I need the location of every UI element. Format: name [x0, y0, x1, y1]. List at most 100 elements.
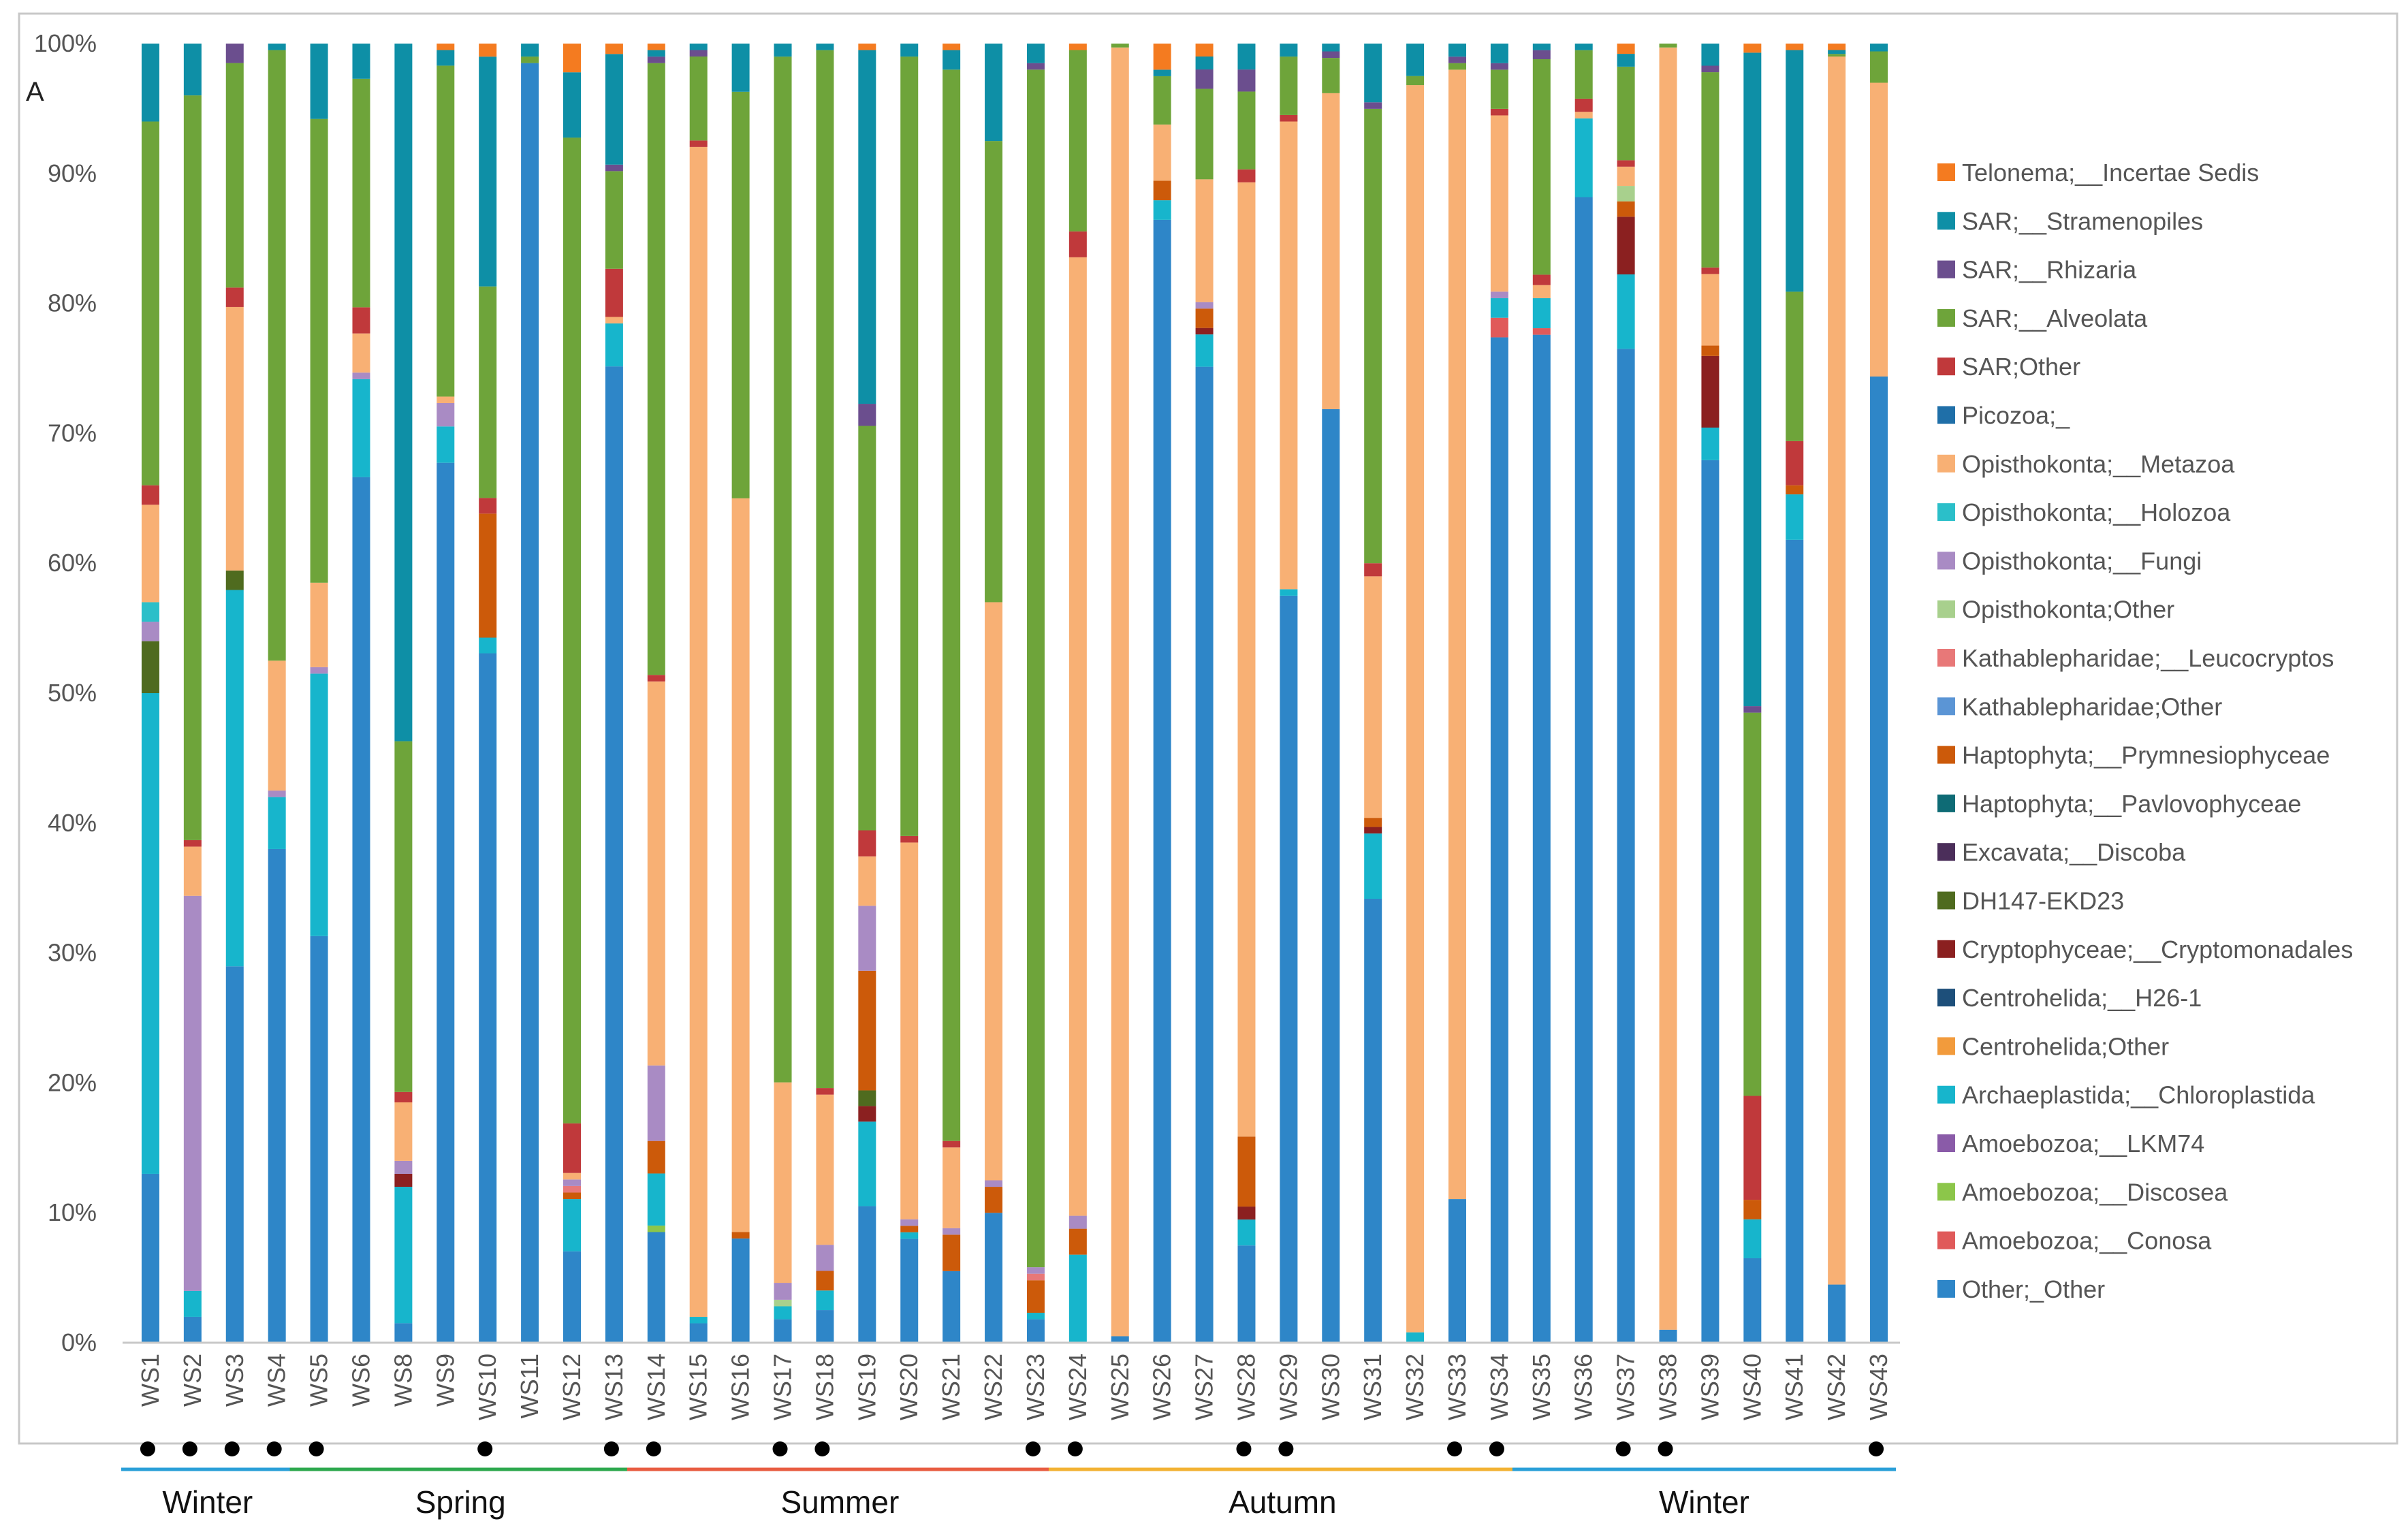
bar-segment: [437, 402, 455, 427]
bars: [141, 44, 1888, 1343]
bar-segment: [1364, 827, 1382, 834]
bar-segment: [141, 44, 159, 122]
bar-segment: [1828, 44, 1846, 50]
bar-segment: [563, 1123, 581, 1173]
x-tick-label: WS11: [516, 1354, 543, 1418]
bar-segment: [816, 44, 834, 50]
bar-segment: [310, 667, 328, 674]
bar-segment: [437, 50, 455, 66]
bar-segment: [479, 513, 497, 638]
bar-stack-ws8: [394, 44, 413, 1343]
bar-segment: [394, 44, 413, 741]
bar-segment: [900, 1239, 919, 1343]
bar-segment: [1448, 69, 1466, 1200]
sample-dot: [308, 1441, 324, 1456]
bar-segment: [1532, 285, 1551, 298]
bar-segment: [774, 44, 792, 57]
bar-segment: [1617, 201, 1635, 217]
bar-segment: [563, 72, 581, 138]
bar-segment: [225, 44, 244, 63]
legend-swatch: [1937, 649, 1955, 667]
legend-label: Centrohelida;Other: [1962, 1032, 2169, 1060]
bar-segment: [352, 333, 370, 373]
bar-segment: [689, 146, 708, 1318]
bar-segment: [1237, 69, 1256, 92]
bar-segment: [1828, 56, 1846, 1285]
bar-segment: [689, 140, 708, 147]
bar-segment: [647, 1225, 665, 1232]
legend-label: Kathablepharidae;Other: [1962, 692, 2222, 720]
bar-segment: [1701, 355, 1720, 428]
bar-stack-ws32: [1406, 44, 1425, 1343]
legend-swatch: [1937, 1231, 1955, 1249]
bar-segment: [1448, 1199, 1466, 1343]
sample-dot: [266, 1441, 282, 1456]
bar-segment: [268, 660, 286, 791]
bar-segment: [816, 1094, 834, 1245]
bar-segment: [1195, 179, 1214, 302]
sample-dot: [1869, 1441, 1884, 1456]
bar-segment: [1280, 114, 1298, 122]
bar-segment: [985, 1213, 1003, 1343]
bar-segment: [1026, 1313, 1045, 1320]
bar-stack-ws20: [900, 44, 919, 1343]
bar-segment: [816, 50, 834, 1089]
y-tick-label: 10%: [48, 1198, 97, 1226]
sample-dot: [182, 1441, 197, 1456]
bar-segment: [858, 404, 876, 426]
bar-segment: [647, 1140, 665, 1174]
x-tick-label: WS26: [1148, 1354, 1176, 1420]
bar-segment: [268, 797, 286, 849]
bar-segment: [1574, 118, 1593, 197]
bar-segment: [1195, 366, 1214, 1343]
bar-stack-ws15: [689, 44, 708, 1343]
bar-segment: [1026, 1280, 1045, 1313]
bar-segment: [689, 56, 708, 141]
bar-segment: [1195, 302, 1214, 309]
bar-segment: [1532, 328, 1551, 335]
bar-stack-ws6: [352, 44, 370, 1343]
bar-segment: [479, 57, 497, 287]
season-summer: Summer: [627, 1467, 1053, 1520]
bar-segment: [394, 1323, 413, 1343]
sample-dot: [1025, 1441, 1041, 1456]
bar-stack-ws35: [1532, 44, 1551, 1343]
bar-segment: [1153, 69, 1171, 76]
legend-item: Centrohelida;__H26-1: [1937, 984, 2202, 1012]
bar-stack-ws34: [1490, 44, 1508, 1343]
legend-swatch: [1937, 989, 1955, 1007]
bar-stack-ws31: [1364, 44, 1382, 1343]
legend-item: Amoebozoa;__Conosa: [1937, 1227, 2212, 1255]
bar-segment: [183, 1316, 202, 1343]
bar-segment: [352, 78, 370, 308]
bar-stack-ws25: [1111, 44, 1129, 1343]
x-tick-label: WS37: [1612, 1354, 1640, 1420]
bar-segment: [647, 50, 665, 57]
x-tick-label: WS28: [1232, 1354, 1260, 1420]
legend-swatch: [1937, 503, 1955, 522]
legend-item: Opisthokonta;Other: [1937, 596, 2174, 624]
x-tick-label: WS27: [1190, 1354, 1218, 1420]
bar-segment: [900, 835, 919, 843]
bar-segment: [858, 856, 876, 906]
bar-segment: [352, 44, 370, 79]
legend-label: Archaeplastida;__Chloroplastida: [1962, 1081, 2315, 1109]
bar-segment: [1574, 98, 1593, 112]
bar-segment: [816, 1245, 834, 1271]
bar-segment: [647, 1065, 665, 1141]
sample-dot: [1489, 1441, 1504, 1456]
sample-dot: [224, 1441, 240, 1456]
bar-segment: [1870, 82, 1888, 377]
legend-item: Amoebozoa;__LKM74: [1937, 1130, 2204, 1158]
bar-segment: [1364, 576, 1382, 818]
bar-segment: [1617, 349, 1635, 1343]
bar-segment: [563, 1251, 581, 1343]
x-tick-label: WS32: [1401, 1354, 1429, 1420]
season-label: Summer: [780, 1484, 899, 1520]
bar-segment: [1532, 50, 1551, 60]
bar-stack-ws26: [1153, 44, 1171, 1343]
bar-segment: [563, 1179, 581, 1186]
bar-segment: [1617, 54, 1635, 67]
bar-stack-ws42: [1828, 44, 1846, 1343]
bar-segment: [1532, 334, 1551, 1343]
